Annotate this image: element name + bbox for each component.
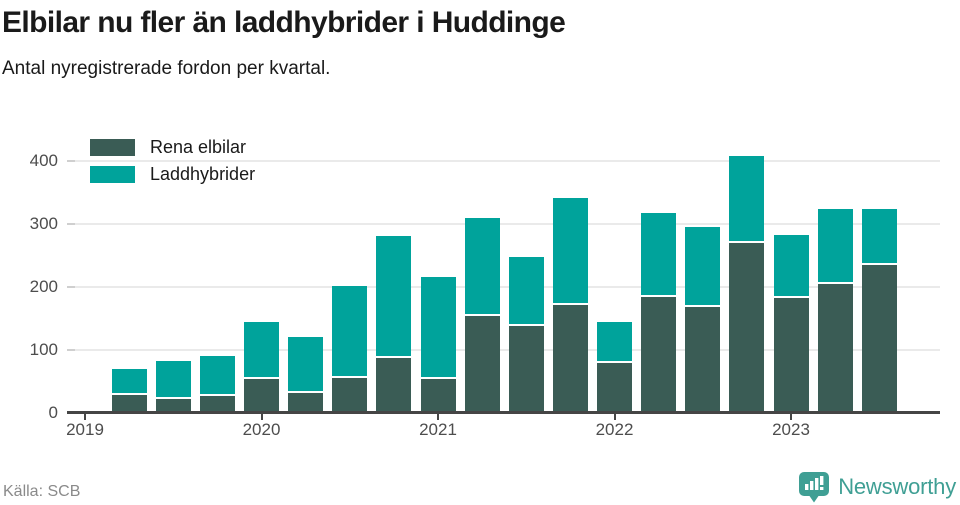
bar-segment-laddhybrider <box>861 208 897 265</box>
bar-segment-rena-elbilar <box>685 307 721 411</box>
bar-2023-q1 <box>773 235 809 411</box>
bar-2020-q1 <box>244 321 279 411</box>
bar-segment-rena-elbilar <box>773 297 809 411</box>
x-axis-label: 2022 <box>595 420 634 439</box>
y-axis-label: 200 <box>29 277 58 296</box>
bar-2022-q4 <box>729 155 765 411</box>
y-axis-tick <box>67 286 75 288</box>
bar-segment-laddhybrider <box>597 321 632 364</box>
bar-segment-laddhybrider <box>773 235 809 298</box>
legend-swatch-laddhybrider <box>90 165 135 183</box>
source-note: Källa: SCB <box>3 483 81 500</box>
bar-segment-laddhybrider <box>729 155 765 244</box>
legend-item-laddhybrider: Laddhybrider <box>90 165 255 183</box>
x-axis-label: 2019 <box>66 420 104 439</box>
bar-segment-rena-elbilar <box>155 399 191 411</box>
bar-segment-rena-elbilar <box>288 393 324 411</box>
bar-2020-q4 <box>376 236 412 411</box>
y-axis-label: 0 <box>48 403 58 422</box>
bar-segment-laddhybrider <box>420 277 456 379</box>
bar-segment-rena-elbilar <box>597 363 632 411</box>
bar-segment-laddhybrider <box>508 256 544 326</box>
bar-2019-q4 <box>199 355 235 411</box>
bar-segment-rena-elbilar <box>332 378 368 411</box>
bar-segment-rena-elbilar <box>111 394 147 411</box>
legend-item-rena-elbilar: Rena elbilar <box>90 138 255 156</box>
x-axis-tick <box>437 413 439 420</box>
bar-segment-laddhybrider <box>244 321 279 380</box>
x-axis-label: 2021 <box>419 420 457 439</box>
bar-2019-q3 <box>155 360 191 411</box>
gridline-400 <box>67 160 940 162</box>
x-axis-tick <box>790 413 792 420</box>
gridline-100 <box>67 349 940 351</box>
bar-segment-laddhybrider <box>685 227 721 308</box>
y-axis-label: 300 <box>29 214 58 233</box>
bar-2022-q1 <box>597 321 632 411</box>
bar-segment-laddhybrider <box>155 360 191 400</box>
bar-segment-laddhybrider <box>199 355 235 396</box>
y-axis-tick <box>67 160 75 162</box>
bar-segment-laddhybrider <box>464 218 500 316</box>
y-axis-label: 100 <box>29 340 58 359</box>
bar-segment-rena-elbilar <box>861 264 897 411</box>
bar-2021-q4 <box>552 198 588 411</box>
bar-2021-q1 <box>420 277 456 411</box>
bar-segment-laddhybrider <box>817 208 853 285</box>
bar-2021-q3 <box>508 256 544 411</box>
bar-2019-q2 <box>111 368 147 411</box>
bar-segment-laddhybrider <box>376 236 412 359</box>
bar-segment-rena-elbilar <box>244 379 279 411</box>
bar-2020-q3 <box>332 286 368 411</box>
bar-2023-q2 <box>817 208 853 411</box>
x-axis-label: 2020 <box>242 420 281 439</box>
y-axis-tick <box>67 223 75 225</box>
x-axis-tick <box>84 413 86 420</box>
bar-segment-rena-elbilar <box>376 358 412 411</box>
bar-segment-rena-elbilar <box>420 378 456 411</box>
bar-2021-q2 <box>464 218 500 411</box>
chart-subtitle: Antal nyregistrerade fordon per kvartal. <box>2 58 331 79</box>
bar-segment-laddhybrider <box>288 337 324 394</box>
x-axis-label: 2023 <box>772 420 810 439</box>
bar-segment-rena-elbilar <box>464 315 500 411</box>
bar-segment-rena-elbilar <box>552 305 588 411</box>
bar-segment-rena-elbilar <box>508 325 544 411</box>
bar-segment-laddhybrider <box>332 286 368 379</box>
y-axis-tick <box>67 349 75 351</box>
newsworthy-speech-bubble-icon <box>799 472 830 503</box>
bar-segment-rena-elbilar <box>817 284 853 411</box>
bar-segment-rena-elbilar <box>641 296 677 411</box>
newsworthy-wordmark: Newsworthy <box>838 474 956 499</box>
bar-2022-q2 <box>641 212 677 411</box>
legend-swatch-rena-elbilar <box>90 138 135 156</box>
bar-segment-rena-elbilar <box>729 243 765 411</box>
x-axis-line <box>67 411 940 414</box>
bar-2023-q3 <box>861 208 897 411</box>
bar-2020-q2 <box>288 337 324 411</box>
bar-segment-laddhybrider <box>111 368 147 395</box>
bar-segment-rena-elbilar <box>199 395 235 411</box>
x-axis-tick <box>613 413 616 420</box>
newsworthy-logo: Newsworthy <box>798 471 956 503</box>
legend-label: Laddhybrider <box>150 164 256 184</box>
y-axis-label: 400 <box>29 151 58 170</box>
gridline-300 <box>67 223 940 225</box>
bar-segment-laddhybrider <box>641 212 677 297</box>
legend-label: Rena elbilar <box>150 137 247 157</box>
legend: Rena elbilar Laddhybrider <box>90 138 255 192</box>
x-axis-tick <box>260 413 263 420</box>
bar-segment-laddhybrider <box>552 198 588 306</box>
gridline-200 <box>67 286 940 288</box>
chart-title: Elbilar nu fler än laddhybrider i Huddin… <box>2 6 566 39</box>
bar-2022-q3 <box>685 227 721 411</box>
